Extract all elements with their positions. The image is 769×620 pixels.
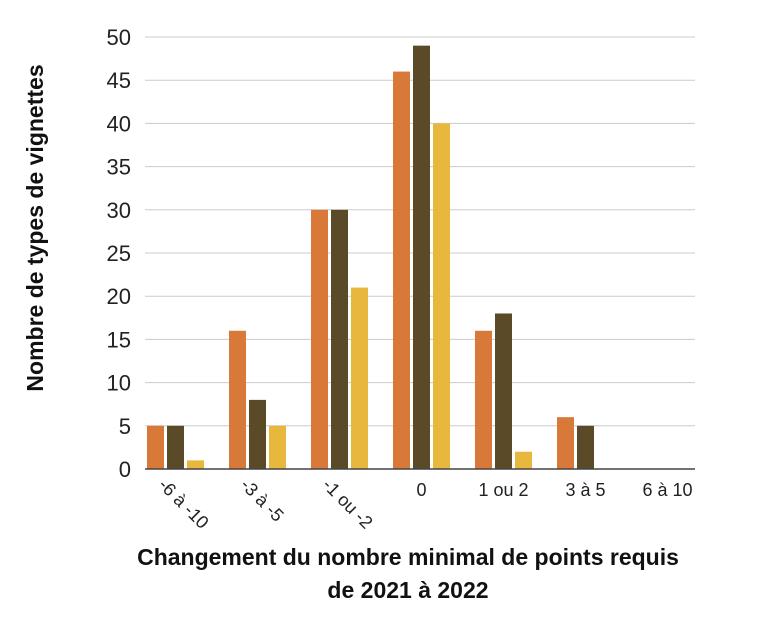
- y-tick-label: 10: [107, 371, 131, 396]
- y-tick-label: 30: [107, 198, 131, 223]
- bar-series-3-0: [187, 460, 204, 469]
- bar-series-2-2: [331, 209, 348, 470]
- y-tick-label: 5: [119, 414, 131, 439]
- y-tick-label: 0: [119, 457, 131, 482]
- x-axis-title-line-1: Changement du nombre minimal de points r…: [137, 544, 679, 570]
- bar-series-3-3: [433, 123, 450, 470]
- y-tick-label: 45: [107, 68, 131, 93]
- bar-series-1-3: [393, 71, 410, 469]
- y-tick-labels: 0 5 10 15 20 25 30 35 40 45 50: [107, 25, 131, 482]
- x-tick-labels: -6 à -10 -3 à -5 -1 ou -2 0 1 ou 2 3 à 5 6 à 1…: [155, 475, 693, 533]
- bar-series-3-1: [269, 425, 286, 469]
- y-tick-label: 50: [107, 25, 131, 50]
- x-tick-label: 1 ou 2: [478, 480, 528, 500]
- bar-series-2-4: [495, 313, 512, 469]
- y-tick-label: 35: [107, 155, 131, 180]
- x-tick-label: 3 à 5: [565, 480, 605, 500]
- bar-series-1-2: [311, 209, 328, 470]
- bar-series-3-4: [515, 451, 532, 469]
- bar-series-2-5: [577, 425, 594, 469]
- y-tick-label: 20: [107, 284, 131, 309]
- y-tick-label: 25: [107, 241, 131, 266]
- x-tick-label: 6 à 10: [642, 480, 692, 500]
- bar-series-2-0: [167, 425, 184, 469]
- x-tick-label: -1 ou -2: [319, 475, 377, 533]
- x-tick-label: -6 à -10: [155, 475, 213, 533]
- bar-series-2-1: [249, 399, 266, 469]
- x-tick-label: -3 à -5: [237, 475, 288, 526]
- bar-series-1-0: [147, 425, 164, 469]
- bar-series-1-1: [229, 330, 246, 469]
- x-tick-label: 0: [416, 480, 426, 500]
- x-axis-title-line-2: de 2021 à 2022: [327, 577, 488, 603]
- y-axis-title: Nombre de types de vignettes: [22, 64, 48, 391]
- y-tick-label: 15: [107, 327, 131, 352]
- bars: [147, 45, 594, 470]
- bar-series-2-3: [413, 45, 430, 469]
- y-tick-label: 40: [107, 111, 131, 136]
- bar-series-1-4: [475, 330, 492, 469]
- bar-series-1-5: [557, 417, 574, 469]
- bar-series-3-2: [351, 287, 368, 469]
